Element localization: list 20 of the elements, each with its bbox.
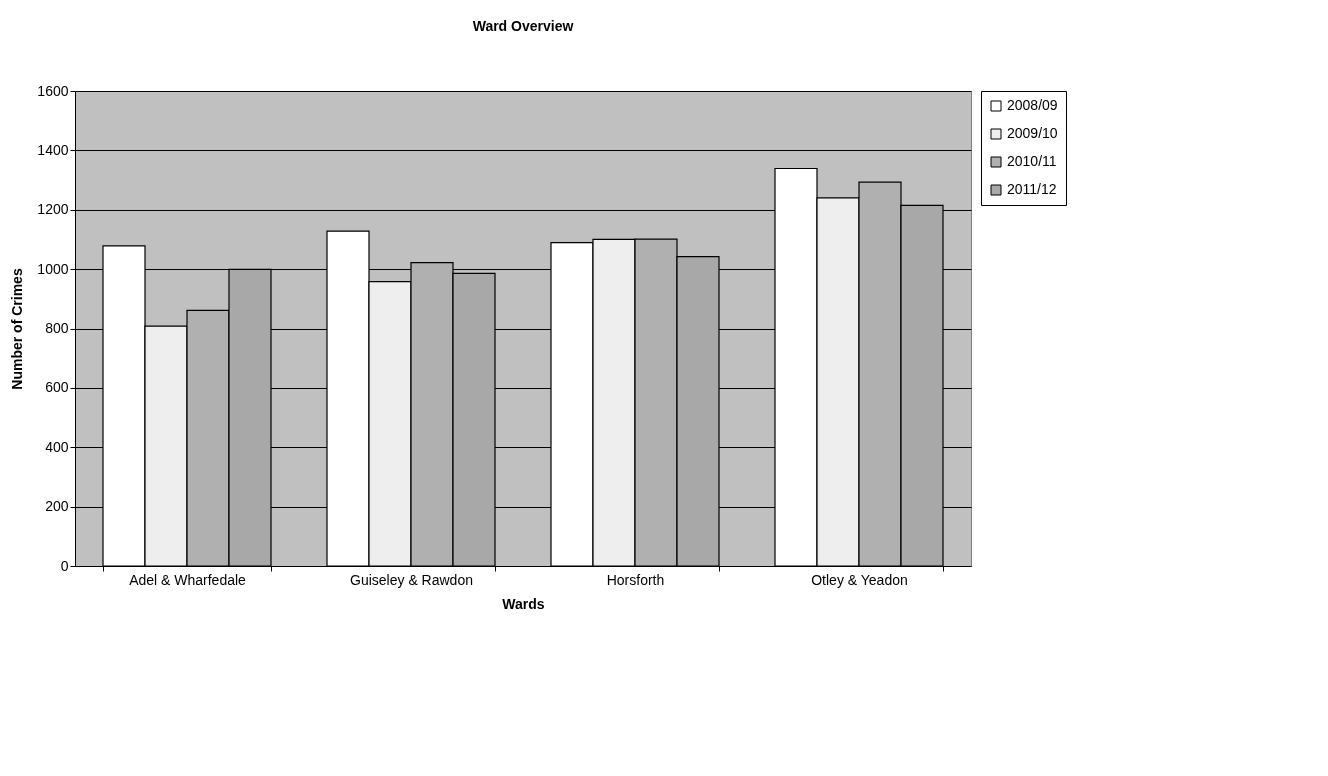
x-tick-label: Guiseley & Rawdon xyxy=(350,571,473,588)
y-axis-title: Number of Crimes xyxy=(9,268,26,390)
x-tick-label: Horsforth xyxy=(606,571,665,588)
y-tick-label: 0 xyxy=(60,557,69,574)
chart-title: Ward Overview xyxy=(472,18,574,34)
y-tick-label: 1600 xyxy=(37,82,69,99)
y-tick-label: 1200 xyxy=(37,201,69,218)
y-tick-label: 1000 xyxy=(37,260,69,277)
legend-label: 2010/11 xyxy=(1007,153,1057,169)
legend-label: 2009/10 xyxy=(1007,125,1058,141)
y-tick-label: 800 xyxy=(45,320,69,336)
x-axis-title: Wards xyxy=(502,595,545,612)
y-tick-label: 400 xyxy=(45,438,69,455)
x-tick-label: Adel & Wharfedale xyxy=(129,571,247,588)
legend-label: 2008/09 xyxy=(1007,97,1058,113)
x-tick-label: Otley & Yeadon xyxy=(811,571,908,588)
y-tick-label: 600 xyxy=(45,379,69,396)
y-tick-label: 1400 xyxy=(37,141,69,158)
y-tick-label: 200 xyxy=(45,498,69,515)
legend-label: 2011/12 xyxy=(1007,181,1057,197)
